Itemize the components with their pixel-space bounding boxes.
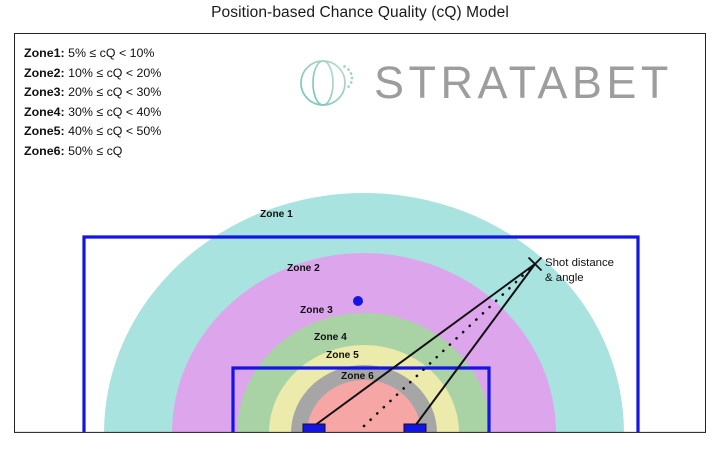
zone-label: Zone 1: [260, 209, 293, 220]
legend-zone-range: 5% ≤ cQ < 10%: [68, 46, 155, 60]
page-title: Position-based Chance Quality (cQ) Model: [211, 4, 509, 21]
legend-row: Zone4: 30% ≤ cQ < 40%: [24, 103, 254, 123]
legend-zone-name: Zone6:: [24, 143, 65, 158]
legend-row: Zone1: 5% ≤ cQ < 10%: [24, 44, 254, 64]
stratabet-logo: STRATABET: [296, 52, 686, 114]
penalty-box: [82, 235, 640, 433]
zone-label: Zone 2: [287, 263, 320, 274]
shot-angle-line: [313, 263, 536, 427]
legend-zone-name: Zone3:: [24, 85, 65, 100]
goal-post: [403, 423, 427, 433]
shot-angle-lines: [313, 262, 537, 428]
annotation-line-2: & angle: [545, 272, 584, 284]
shot-angle-line: [362, 262, 537, 428]
shot-angle-line: [414, 263, 536, 427]
legend-zone-name: Zone4:: [24, 104, 65, 119]
zone-label: Zone 4: [314, 332, 347, 343]
legend-row: Zone5: 40% ≤ cQ < 50%: [24, 122, 254, 142]
zone-ellipses: [104, 193, 624, 433]
legend-row: Zone6: 50% ≤ cQ: [24, 142, 254, 162]
six-yard-box: [231, 366, 491, 433]
zone-label: Zone 3: [300, 305, 333, 316]
legend-zone-name: Zone2:: [24, 65, 65, 80]
goal-post: [302, 423, 326, 433]
ball-position-dot: [353, 296, 363, 306]
legend-row: Zone2: 10% ≤ cQ < 20%: [24, 64, 254, 84]
legend-zone-range: 20% ≤ cQ < 30%: [68, 85, 162, 100]
legend-zone-range: 10% ≤ cQ < 20%: [68, 65, 162, 80]
legend-zone-range: 30% ≤ cQ < 40%: [68, 104, 162, 119]
globe-icon: [300, 60, 354, 106]
zone-area: [307, 380, 421, 433]
annotation-line-1: Shot distance: [545, 257, 615, 269]
zone-label: Zone 6: [341, 371, 374, 382]
zone-labels: Zone 1 Zone 2 Zone 3 Zone 4 Zone 5 Zone 6: [260, 209, 374, 382]
shot-annotation: Shot distance & angle: [545, 256, 614, 286]
zone-label: Zone 5: [326, 350, 359, 361]
legend-zone-name: Zone5:: [24, 124, 65, 139]
goal-posts: [302, 423, 427, 433]
legend-zone-name: Zone1:: [24, 46, 65, 60]
logo-wordmark: STRATABET: [374, 57, 673, 108]
x-marker-icon: [527, 256, 543, 272]
pitch-diagram: Zone 1 Zone 2 Zone 3 Zone 4 Zone 5 Zone 6: [14, 193, 706, 433]
legend-row: Zone3: 20% ≤ cQ < 30%: [24, 83, 254, 103]
zone-legend: Zone1: 5% ≤ cQ < 10% Zone2: 10% ≤ cQ < 2…: [24, 44, 254, 162]
legend-zone-range: 50% ≤ cQ: [68, 143, 123, 158]
legend-zone-range: 40% ≤ cQ < 50%: [68, 124, 162, 139]
